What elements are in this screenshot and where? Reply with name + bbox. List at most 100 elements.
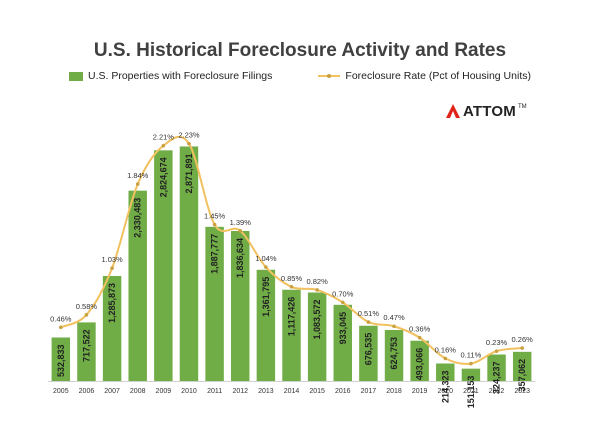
attom-logo-icon [446, 104, 460, 118]
rate-label: 0.16% [435, 345, 457, 354]
bar-value-label: 151,153 [466, 376, 476, 409]
bar-value-label: 2,824,674 [158, 157, 168, 197]
bar-value-label: 717,522 [81, 329, 91, 362]
bar [359, 325, 378, 381]
bar [154, 150, 173, 381]
legend-item-bars: U.S. Properties with Foreclosure Filings [69, 70, 272, 82]
rate-point [161, 143, 166, 148]
bar-value-label: 493,066 [415, 348, 425, 381]
rate-label: 0.58% [76, 302, 98, 311]
x-tick-label: 2013 [258, 388, 274, 395]
rate-point [187, 141, 191, 146]
bar [307, 292, 327, 381]
rate-label: 1.39% [230, 218, 252, 227]
rate-label: 0.26% [512, 335, 534, 344]
legend-label-bars: U.S. Properties with Foreclosure Filings [88, 70, 273, 82]
rate-point [238, 228, 243, 233]
x-tick-label: 2006 [79, 388, 95, 395]
rate-label: 0.36% [409, 325, 431, 334]
rate-label: 1.04% [255, 254, 277, 263]
bar [384, 329, 404, 381]
rate-point [366, 320, 371, 324]
bar [282, 289, 301, 381]
bar-value-label: 1,083,572 [312, 300, 322, 340]
legend-item-line: Foreclosure Rate (Pct of Housing Units) [318, 70, 531, 82]
rate-label: 0.85% [281, 274, 303, 283]
x-tick-label: 2018 [386, 388, 402, 395]
attom-logo-text: ATTOM [463, 102, 516, 120]
bar-value-label: 1,285,873 [107, 283, 117, 323]
bar-value-label: 2,330,483 [133, 198, 143, 238]
rate-point [392, 324, 396, 329]
bar-value-label: 624,753 [389, 337, 399, 370]
x-tick-label: 2010 [181, 388, 197, 395]
bar-value-label: 324,237 [492, 362, 502, 395]
rate-point [264, 265, 268, 269]
bar [179, 146, 199, 381]
bar-value-label: 1,887,777 [210, 234, 220, 274]
x-tick-label: 2009 [156, 388, 172, 395]
rate-label: 1.03% [101, 255, 123, 264]
x-tick-label: 2015 [309, 388, 325, 395]
bar [231, 231, 250, 381]
bar [102, 275, 122, 381]
rate-label: 0.51% [358, 309, 380, 318]
rate-label: 1.84% [127, 171, 149, 180]
chart-title: U.S. Historical Foreclosure Activity and… [93, 40, 507, 61]
x-tick-label: 2011 [207, 388, 222, 395]
rate-point [520, 346, 524, 350]
x-tick-label: 2020 [438, 388, 454, 395]
rate-label: 0.11% [461, 351, 482, 360]
attom-logo-trademark: TM [517, 104, 527, 110]
bar-value-label: 2,871,891 [184, 153, 194, 193]
bar [487, 354, 506, 381]
bar-value-label: 933,045 [338, 312, 348, 345]
rate-label: 2.23% [178, 131, 200, 140]
rate-point [469, 361, 473, 366]
rate-label: 0.46% [50, 314, 72, 323]
bar-value-label: 676,535 [363, 333, 373, 366]
rate-label: 0.82% [306, 277, 328, 286]
attom-logo: ATTOM TM [445, 102, 527, 120]
rate-point [59, 325, 63, 330]
rate-label: 0.47% [383, 313, 405, 322]
x-tick-label: 2023 [514, 388, 530, 395]
bar-value-label: 1,836,634 [235, 238, 245, 278]
rate-point [443, 356, 448, 361]
x-tick-label: 2022 [489, 388, 505, 395]
bar-value-label: 1,117,426 [287, 297, 297, 337]
x-tick-label: 2012 [232, 388, 248, 395]
rate-point [110, 266, 114, 270]
rate-point [212, 222, 217, 227]
x-tick-label: 2019 [412, 388, 428, 395]
bar [461, 368, 481, 381]
rate-point [289, 285, 294, 289]
bar [512, 351, 532, 381]
rate-label: 0.23% [486, 338, 508, 347]
x-tick-label: 2008 [130, 388, 146, 395]
bar-value-label: 532,833 [56, 344, 66, 377]
bar-value-label: 357,062 [517, 359, 527, 392]
bar [205, 226, 224, 381]
bar [256, 269, 276, 381]
bar [128, 190, 147, 381]
rate-point [84, 313, 89, 317]
bar-value-label: 214,323 [440, 370, 450, 403]
x-tick-label: 2014 [284, 388, 300, 395]
bar [410, 340, 429, 381]
x-tick-label: 2016 [335, 388, 351, 395]
legend-swatch-bars [69, 71, 83, 81]
legend-swatch-line [318, 71, 341, 81]
x-tick-label: 2021 [463, 388, 479, 395]
x-tick-label: 2005 [53, 388, 69, 395]
rate-point [417, 335, 422, 340]
rate-label: 0.70% [332, 289, 354, 298]
bar-value-label: 1,361,795 [261, 277, 271, 317]
x-tick-label: 2017 [361, 388, 377, 395]
rate-label: 1.45% [204, 212, 226, 221]
rate-point [494, 349, 499, 353]
bar [51, 337, 71, 381]
bar [436, 363, 455, 381]
legend: U.S. Properties with Foreclosure Filings… [38, 70, 562, 82]
